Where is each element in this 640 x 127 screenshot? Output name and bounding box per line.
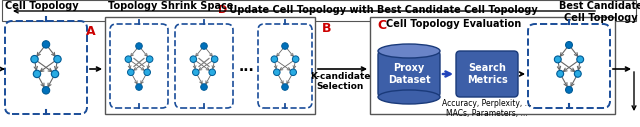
Circle shape xyxy=(554,56,561,63)
Text: ...: ... xyxy=(239,60,255,74)
Circle shape xyxy=(42,41,50,48)
Circle shape xyxy=(127,69,134,76)
Text: Best Candidate
Cell Topology: Best Candidate Cell Topology xyxy=(559,1,640,23)
Bar xyxy=(370,17,615,114)
Text: D: D xyxy=(218,5,227,15)
Text: Cell Topology: Cell Topology xyxy=(5,1,79,11)
Circle shape xyxy=(271,56,278,62)
Ellipse shape xyxy=(378,90,440,104)
Text: A: A xyxy=(86,25,95,38)
Circle shape xyxy=(125,56,132,62)
Circle shape xyxy=(147,56,153,62)
Circle shape xyxy=(273,69,280,76)
Circle shape xyxy=(193,69,199,76)
Circle shape xyxy=(54,55,61,63)
Circle shape xyxy=(282,43,288,49)
Text: Proxy
Dataset: Proxy Dataset xyxy=(388,63,430,85)
Circle shape xyxy=(566,86,572,93)
Text: C: C xyxy=(377,19,386,32)
Circle shape xyxy=(136,43,142,49)
Circle shape xyxy=(201,84,207,90)
Text: B: B xyxy=(322,22,332,35)
Circle shape xyxy=(31,55,38,63)
Circle shape xyxy=(33,70,41,78)
Text: Topology Shrink Space: Topology Shrink Space xyxy=(108,1,234,11)
Ellipse shape xyxy=(378,44,440,58)
Circle shape xyxy=(577,56,584,63)
FancyBboxPatch shape xyxy=(456,51,518,97)
Circle shape xyxy=(136,84,142,90)
Bar xyxy=(105,17,315,114)
Circle shape xyxy=(42,87,50,94)
Circle shape xyxy=(574,70,581,77)
Bar xyxy=(2,0,636,21)
Circle shape xyxy=(209,69,216,76)
Text: Accuracy, Perplexity, ...
MACs, Parameters, ...: Accuracy, Perplexity, ... MACs, Paramete… xyxy=(442,99,532,118)
Circle shape xyxy=(292,56,299,62)
Circle shape xyxy=(290,69,296,76)
FancyBboxPatch shape xyxy=(378,51,440,97)
Text: Cell Topology Evaluation: Cell Topology Evaluation xyxy=(386,19,521,29)
Circle shape xyxy=(282,84,288,90)
Circle shape xyxy=(211,56,218,62)
Circle shape xyxy=(51,70,59,78)
Circle shape xyxy=(566,42,572,48)
Text: Search
Metrics: Search Metrics xyxy=(467,63,508,85)
Circle shape xyxy=(201,43,207,49)
Circle shape xyxy=(557,70,564,77)
Text: K-candidate
Selection: K-candidate Selection xyxy=(310,72,371,91)
Text: Update Cell Topology with Best Candidate Cell Topology: Update Cell Topology with Best Candidate… xyxy=(226,5,538,15)
Circle shape xyxy=(144,69,150,76)
Circle shape xyxy=(190,56,196,62)
